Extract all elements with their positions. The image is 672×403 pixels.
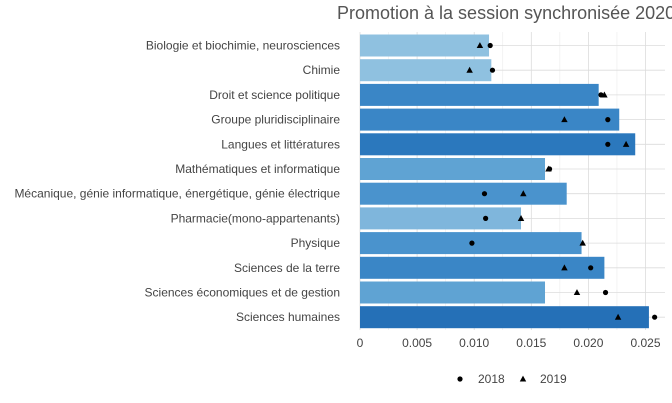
legend-label-2019: 2019 [540, 372, 567, 386]
bar-4 [360, 133, 636, 156]
x-tick-label-5: 0.025 [630, 336, 660, 350]
x-tick-label-3: 0.015 [516, 336, 546, 350]
category-labels: Biologie et biochimie, neurosciences Chim… [14, 39, 340, 325]
category-label-11: Sciences humaines [236, 310, 340, 324]
marker-2019-2 [601, 91, 608, 98]
marker-2018-9 [588, 265, 594, 271]
chart-title: Promotion à la session synchronisée 2020 [337, 3, 672, 23]
bar-10 [360, 281, 546, 304]
bar-9 [360, 256, 605, 279]
x-tick-labels: 0 0.005 0.010 0.015 0.020 0.025 [357, 336, 661, 350]
category-label-9: Sciences de la terre [234, 261, 340, 275]
legend-label-2018: 2018 [478, 372, 505, 386]
category-label-6: Mécanique, génie informatique, énergétiq… [14, 187, 340, 201]
x-tick-label-2: 0.010 [459, 336, 489, 350]
marker-2018-10 [602, 289, 609, 296]
marker-2018-8 [469, 240, 475, 246]
marker-2019-10 [573, 289, 581, 296]
marker-2019-7 [517, 215, 525, 221]
category-label-10: Sciences économiques et de gestion [145, 286, 340, 300]
marker-2019-11 [614, 313, 622, 320]
marker-2019-8 [579, 239, 586, 246]
point-markers [466, 42, 658, 320]
marker-2019-3 [561, 116, 568, 123]
category-label-7: Pharmacie(mono-appartenants) [171, 211, 340, 225]
marker-2018-6 [481, 191, 488, 197]
x-tick-label-0: 0 [357, 336, 364, 350]
x-tick-label-1: 0.005 [402, 336, 432, 350]
legend-marker-2019 [519, 375, 527, 382]
bar-1 [360, 59, 492, 82]
marker-2018-11 [652, 314, 658, 320]
x-tick-label-4: 0.020 [573, 336, 603, 350]
marker-2018-0 [487, 42, 493, 49]
bar-11 [360, 306, 649, 329]
marker-2018-1 [489, 67, 496, 73]
category-label-1: Chimie [303, 63, 341, 77]
marker-2019-0 [476, 42, 484, 49]
bar-3 [360, 108, 620, 131]
marker-2019-5 [545, 165, 552, 172]
category-label-0: Biologie et biochimie, neurosciences [146, 39, 340, 53]
marker-2018-7 [483, 215, 489, 221]
category-label-2: Droit et science politique [209, 88, 340, 102]
bar-6 [360, 182, 567, 205]
legend: 2018 2019 [457, 372, 567, 386]
marker-2019-9 [561, 264, 568, 271]
bar-7 [360, 207, 522, 230]
bar-2 [360, 83, 599, 106]
category-label-5: Mathématiques et informatique [175, 162, 340, 176]
marker-2019-1 [466, 66, 473, 73]
bar-0 [360, 34, 490, 57]
marker-2019-4 [622, 140, 630, 147]
bar-5 [360, 158, 546, 180]
legend-marker-2018 [457, 376, 463, 382]
category-label-8: Physique [291, 236, 341, 250]
marker-2018-4 [605, 141, 611, 147]
category-label-3: Groupe pluridisciplinaire [211, 113, 340, 127]
bars-group [360, 34, 649, 329]
category-label-4: Langues et littératures [221, 137, 340, 151]
marker-2018-3 [605, 117, 611, 123]
marker-2019-6 [520, 190, 527, 197]
